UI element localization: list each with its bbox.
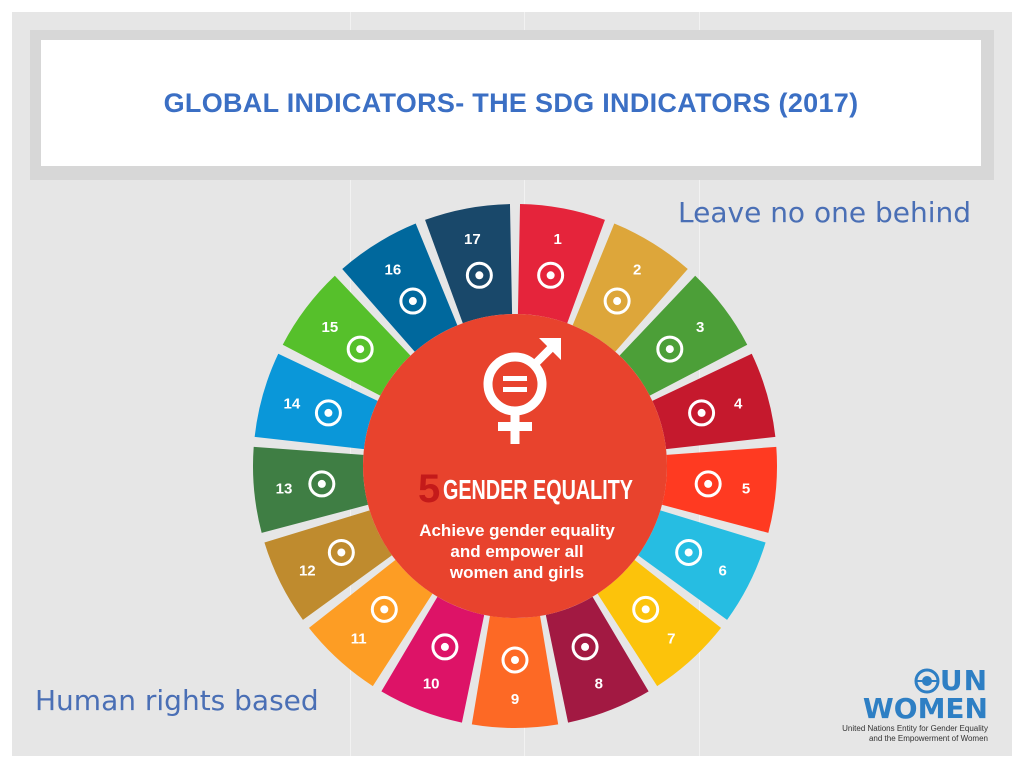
goal-number-5: 5 [742,480,750,497]
book-icon [688,399,716,427]
goal-number-7: 7 [667,630,675,647]
goal-number-3: 3 [696,319,704,336]
tree-icon [346,335,374,363]
center-goal-text-line1: Achieve gender equality [419,521,615,540]
people-icon [537,261,565,289]
fish-icon [314,399,342,427]
center-goal-number: 5 [418,467,440,511]
city-icon [370,595,398,623]
equal-icon [431,633,459,661]
goal-segment-17 [425,204,513,324]
center-gender-icon [483,338,561,444]
un-women-logo: UN WOMEN United Nations Entity for Gende… [828,664,998,743]
goal-segment-2 [572,223,688,352]
background-line [350,12,351,756]
goal-number-4: 4 [734,396,743,413]
goal-number-1: 1 [553,231,561,248]
goal-segment-14 [254,353,378,450]
sun-icon [632,595,660,623]
goal-segment-11 [308,559,433,687]
goal-number-2: 2 [633,262,641,279]
center-goal-text-line2: and empower all [450,542,583,561]
goal-number-10: 10 [423,675,440,692]
goal-segment-4 [652,353,776,450]
center-goal-disc [363,314,667,618]
cubes-icon [501,646,529,674]
rings-icon [465,261,493,289]
infinity-icon [327,538,355,566]
caption-leave-no-one-behind: Leave no one behind [678,196,972,229]
logo-subtitle-line2: and the Empowerment of Women [868,734,988,743]
goal-segment-12 [264,510,392,620]
goal-number-16: 16 [385,262,402,279]
dove-icon [399,287,427,315]
center-goal-heading: GENDER EQUALITY [443,474,633,505]
goal-number-12: 12 [299,562,316,579]
goal-segment-7 [597,559,722,687]
center-goal-text-line3: women and girls [449,563,584,582]
bowl-icon [603,287,631,315]
logo-subtitle-line1: United Nations Entity for Gender Equalit… [842,724,988,733]
title-panel: GLOBAL INDICATORS- THE SDG INDICATORS (2… [41,40,981,166]
goal-number-11: 11 [351,630,367,647]
water-icon [675,538,703,566]
logo-women-text: WOMEN [862,692,988,725]
goal-segment-15 [282,275,411,396]
goal-number-6: 6 [719,562,727,579]
slide-title: GLOBAL INDICATORS- THE SDG INDICATORS (2… [163,87,859,118]
goal-number-15: 15 [322,319,339,336]
goal-number-8: 8 [595,675,603,692]
goal-number-9: 9 [511,691,519,708]
eye-earth-icon [308,470,336,498]
goal-segment-16 [342,223,458,352]
goal-segment-10 [381,596,485,723]
goal-segment-6 [638,510,766,620]
goal-number-14: 14 [284,396,301,413]
growth-chart-icon [571,633,599,661]
goal-segment-8 [545,596,649,723]
title-frame: GLOBAL INDICATORS- THE SDG INDICATORS (2… [30,30,994,180]
logo-un-text: UN [939,664,988,697]
un-emblem-icon [914,668,940,693]
goal-number-17: 17 [464,231,481,248]
goal-segment-3 [619,275,748,396]
logo-subtitle: United Nations Entity for Gender Equalit… [818,724,988,744]
goal-number-13: 13 [276,480,293,497]
gender-icon [694,470,722,498]
heartbeat-icon [656,335,684,363]
goal-segment-1 [517,204,605,324]
caption-human-rights-based: Human rights based [35,684,319,717]
